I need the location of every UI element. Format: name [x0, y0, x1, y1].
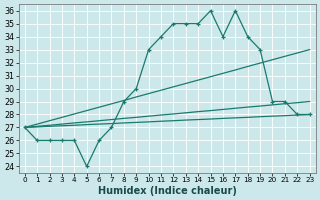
X-axis label: Humidex (Indice chaleur): Humidex (Indice chaleur)	[98, 186, 237, 196]
